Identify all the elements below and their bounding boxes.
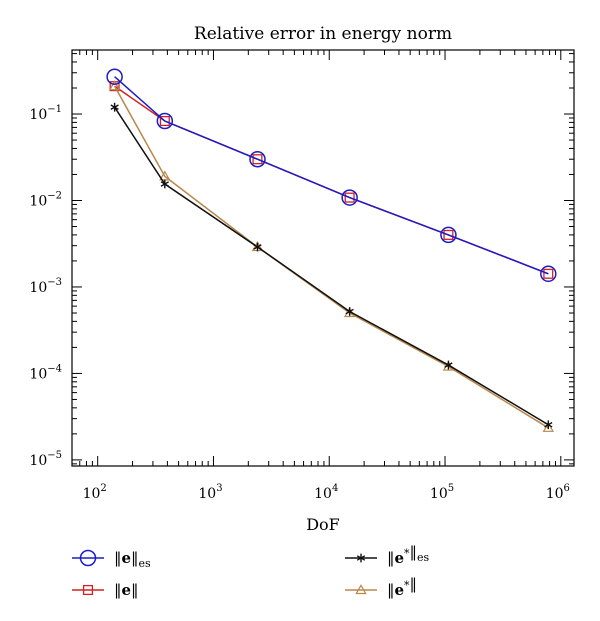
x-tick-label: 106 xyxy=(546,483,570,502)
series-line xyxy=(113,106,549,426)
data-point xyxy=(341,189,358,206)
series-line xyxy=(114,85,549,275)
axis-ticks xyxy=(71,50,574,466)
data-point xyxy=(110,102,119,112)
y-tick-label: 10−4 xyxy=(29,363,62,382)
y-tick-label: 10−5 xyxy=(29,450,62,469)
x-tick-label: 102 xyxy=(83,483,107,502)
legend-entry-e: ‖e‖ xyxy=(72,581,139,599)
series-line xyxy=(113,85,549,429)
data-point xyxy=(444,360,453,370)
legend-entry-e-es: ‖e‖es xyxy=(72,549,151,570)
data-point xyxy=(543,268,554,279)
x-tick-label: 105 xyxy=(430,483,454,502)
series-estar-es xyxy=(110,102,553,430)
data-point xyxy=(156,112,174,130)
x-tick-label: 104 xyxy=(314,483,338,502)
series-line xyxy=(114,76,549,275)
data-point xyxy=(356,553,366,563)
chart-title: Relative error in energy norm xyxy=(194,24,452,44)
legend-label: ‖e‖es xyxy=(114,549,151,570)
series-e xyxy=(109,81,554,279)
x-tick-label: 103 xyxy=(198,483,222,502)
data-point xyxy=(79,549,97,567)
data-point xyxy=(345,307,354,316)
data-point xyxy=(355,584,367,595)
data-point xyxy=(542,421,555,432)
data-point xyxy=(544,420,553,430)
data-point xyxy=(252,154,263,165)
data-point xyxy=(159,115,170,127)
y-tick-label: 10−1 xyxy=(29,104,62,123)
data-point xyxy=(249,150,266,168)
legend-entry-estar: ‖e*‖ xyxy=(345,575,417,599)
legend-label: ‖e*‖es xyxy=(387,543,430,567)
data-point xyxy=(440,226,457,244)
plot-frame xyxy=(71,49,575,467)
y-tick-label: 10−3 xyxy=(29,277,62,296)
series-e-es xyxy=(106,68,557,283)
tick-labels: 102 103 104 105 106 10−1 10−2 10−3 10−4 10−5 xyxy=(29,104,569,502)
legend-label: ‖e‖ xyxy=(114,581,139,599)
series-estar xyxy=(108,80,555,432)
data-point xyxy=(443,229,454,240)
data-point xyxy=(82,584,94,596)
data-point xyxy=(108,80,121,91)
x-axis-label: DoF xyxy=(306,515,340,534)
data-point xyxy=(540,265,557,283)
data-point xyxy=(344,192,355,203)
data-point xyxy=(106,68,123,85)
y-tick-label: 10−2 xyxy=(29,190,62,209)
legend-entry-estar-es: ‖e*‖es xyxy=(345,543,430,567)
legend: ‖e‖es ‖e‖ ‖e*‖es ‖e*‖ xyxy=(72,543,430,599)
plot-area: 102 103 104 105 106 10−1 10−2 10−3 10−4 10−5 xyxy=(29,49,575,502)
data-point xyxy=(160,179,169,189)
legend-label: ‖e*‖ xyxy=(387,575,417,599)
data-point xyxy=(253,242,262,252)
